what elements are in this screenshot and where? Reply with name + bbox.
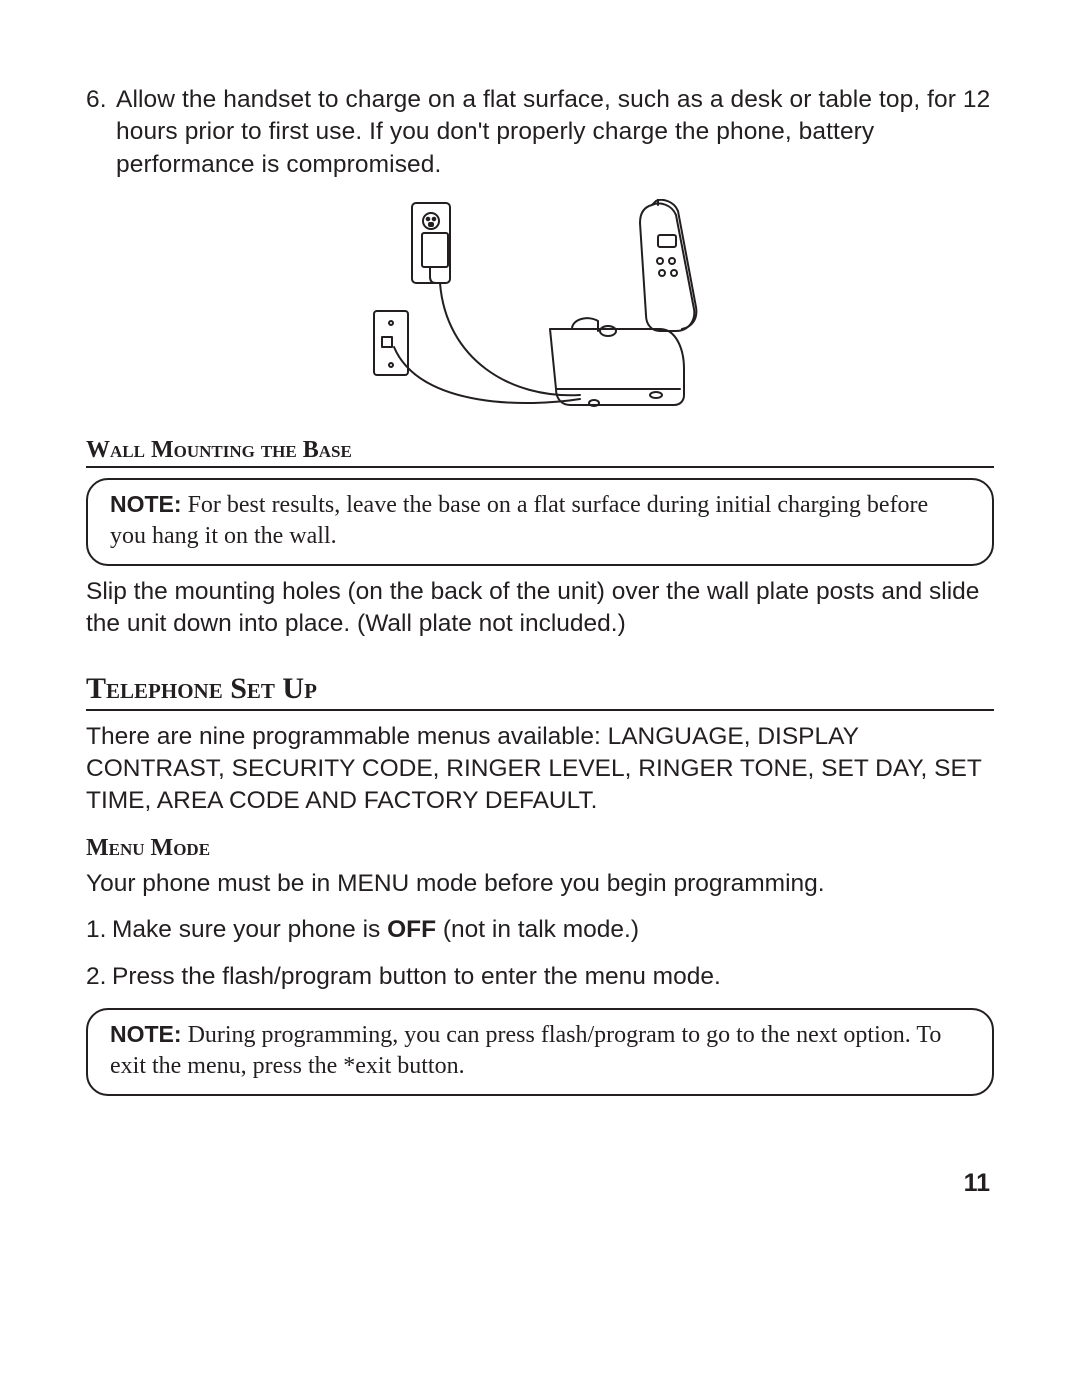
step-1-bold: OFF: [387, 916, 436, 943]
note-label-2: NOTE:: [110, 1021, 182, 1047]
page-number: 11: [964, 1169, 990, 1198]
note-label: NOTE:: [110, 491, 182, 517]
telephone-setup-intro: There are nine programmable menus availa…: [86, 721, 994, 817]
step-1-number: 1.: [86, 913, 112, 946]
telephone-setup-heading: Telephone Set Up: [86, 672, 994, 711]
step-6: 6. Allow the handset to charge on a flat…: [86, 84, 994, 181]
step-6-text: Allow the handset to charge on a flat su…: [116, 84, 994, 181]
step-1-text: Make sure your phone is OFF (not in talk…: [112, 913, 994, 946]
menu-mode-heading: Menu Mode: [86, 835, 994, 864]
menu-mode-steps: 1. Make sure your phone is OFF (not in t…: [86, 913, 994, 993]
menu-mode-note: NOTE: During programming, you can press …: [86, 1008, 994, 1096]
menu-mode-step-1: 1. Make sure your phone is OFF (not in t…: [86, 913, 994, 946]
menu-mode-step-2: 2. Press the flash/program button to ent…: [86, 960, 994, 993]
step-2-number: 2.: [86, 960, 112, 993]
step-1-post: (not in talk mode.): [436, 916, 639, 943]
note-text-2: During programming, you can press flash/…: [110, 1022, 941, 1079]
manual-page: 6. Allow the handset to charge on a flat…: [0, 0, 1080, 1374]
step-2-text: Press the flash/program button to enter …: [112, 960, 994, 993]
wall-mounting-heading: Wall Mounting the Base: [86, 437, 994, 468]
illustration-container: [86, 199, 994, 409]
step-6-number: 6.: [86, 84, 116, 181]
wall-mounting-note: NOTE: For best results, leave the base o…: [86, 478, 994, 566]
charger-illustration: [360, 199, 720, 409]
menu-mode-intro: Your phone must be in MENU mode before y…: [86, 868, 994, 900]
step-1-pre: Make sure your phone is: [112, 916, 387, 943]
note-text: For best results, leave the base on a fl…: [110, 492, 928, 549]
wall-mounting-body: Slip the mounting holes (on the back of …: [86, 576, 994, 640]
